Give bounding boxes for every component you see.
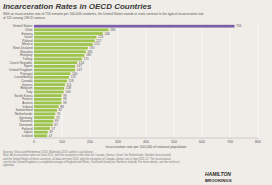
bar: [34, 127, 50, 130]
x-tick-label: 500: [171, 140, 177, 144]
bar: [34, 123, 53, 126]
bar: [34, 113, 55, 116]
data-label: 716: [236, 24, 242, 28]
bar: [34, 120, 53, 123]
grid-line: [258, 24, 259, 138]
bar: [34, 94, 62, 97]
data-label: 210: [94, 42, 100, 46]
note: appendix.: [3, 163, 15, 167]
grid-line: [118, 24, 119, 138]
x-tick-label: 800: [255, 140, 261, 144]
subtitle: of 115 among OECD nations.: [3, 16, 46, 20]
bar: [34, 109, 57, 112]
bar: [34, 28, 108, 31]
grid-line: [230, 24, 231, 138]
bar: [34, 83, 65, 86]
logo-text: BROOKINGS: [205, 178, 232, 183]
bar: [34, 116, 54, 119]
x-tick-label: 700: [227, 140, 233, 144]
grid-line: [202, 24, 203, 138]
bar: [34, 61, 77, 64]
grid-line: [174, 24, 175, 138]
bar: [34, 50, 86, 53]
bar: [34, 39, 95, 42]
x-axis-label: Incarceration rate per 100,000 of nation…: [105, 145, 186, 149]
background: [0, 0, 272, 185]
note: rate for the United Kingdom is a weighte…: [3, 160, 180, 164]
chart: Incarceration Rates in OECD CountriesWit…: [0, 0, 272, 185]
bar: [34, 80, 67, 83]
x-axis-line: [34, 138, 258, 139]
x-tick-label: 400: [143, 140, 149, 144]
bar: [34, 43, 93, 46]
x-tick-label: 0: [33, 140, 35, 144]
logo-text: HAMILTON: [205, 171, 231, 177]
bar: [34, 54, 84, 57]
data-label: 266: [110, 28, 116, 32]
x-tick-label: 300: [115, 140, 121, 144]
bar: [34, 47, 88, 50]
data-label: 171: [83, 57, 89, 61]
bar: [34, 102, 61, 105]
bar: [34, 91, 64, 94]
grid-line: [146, 24, 147, 138]
bar: [34, 98, 61, 101]
bar: [34, 65, 75, 68]
bar: [34, 58, 82, 61]
bar: [34, 105, 59, 108]
category-label: Iceland: [22, 134, 33, 138]
x-tick-label: 200: [87, 140, 93, 144]
bar: [34, 131, 48, 134]
data-label: 147: [77, 68, 83, 72]
bar: [34, 36, 96, 39]
bar: [34, 87, 64, 90]
title: Incarceration Rates in OECD Countries: [3, 2, 152, 11]
x-tick-label: 100: [59, 140, 65, 144]
data-label: 47: [49, 134, 53, 138]
bar: [34, 25, 234, 28]
bar: [34, 134, 47, 137]
x-tick-label: 600: [199, 140, 205, 144]
bar: [34, 32, 103, 35]
bar: [34, 69, 75, 72]
bar: [34, 72, 70, 75]
bars: [34, 25, 234, 137]
data-label: 246: [104, 32, 110, 36]
bar: [34, 76, 69, 79]
